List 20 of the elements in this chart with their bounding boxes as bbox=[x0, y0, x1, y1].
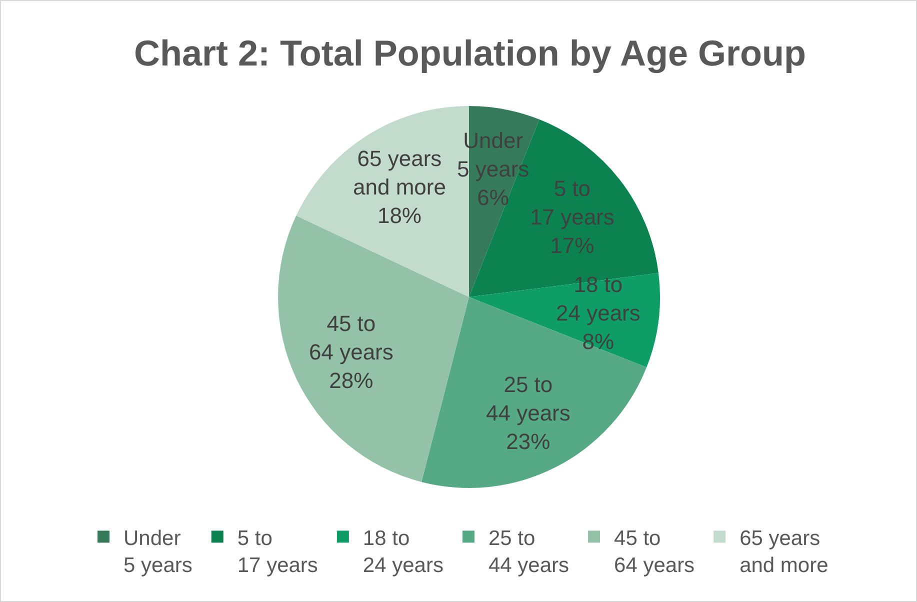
pie-slice bbox=[422, 297, 647, 488]
data-label: 23% bbox=[506, 429, 550, 454]
slice-label: 5 to 17 years bbox=[530, 176, 614, 230]
legend-label: 18 to 24 years bbox=[362, 526, 444, 578]
slice-label: 18 to 24 years bbox=[556, 272, 640, 326]
data-label: 18% bbox=[377, 203, 422, 228]
legend-label: 45 to 64 years bbox=[614, 526, 695, 578]
data-label: 28% bbox=[329, 368, 374, 394]
legend-label: 25 to 44 years bbox=[488, 526, 570, 578]
data-label: 17% bbox=[550, 233, 594, 258]
slice-label: 45 to 64 years bbox=[309, 311, 394, 365]
slice-label: 65 years and more bbox=[353, 146, 446, 200]
legend-label: 5 to 17 years bbox=[237, 526, 318, 578]
slice-label: 25 to 44 years bbox=[486, 372, 570, 426]
chart-title: Chart 2: Total Population by Age Group bbox=[134, 32, 806, 74]
legend-label: Under 5 years bbox=[124, 526, 192, 578]
data-label: 8% bbox=[582, 329, 614, 354]
data-label: 6% bbox=[477, 185, 509, 210]
legend-label: 65 years and more bbox=[740, 526, 828, 578]
pie-slice bbox=[469, 273, 660, 368]
